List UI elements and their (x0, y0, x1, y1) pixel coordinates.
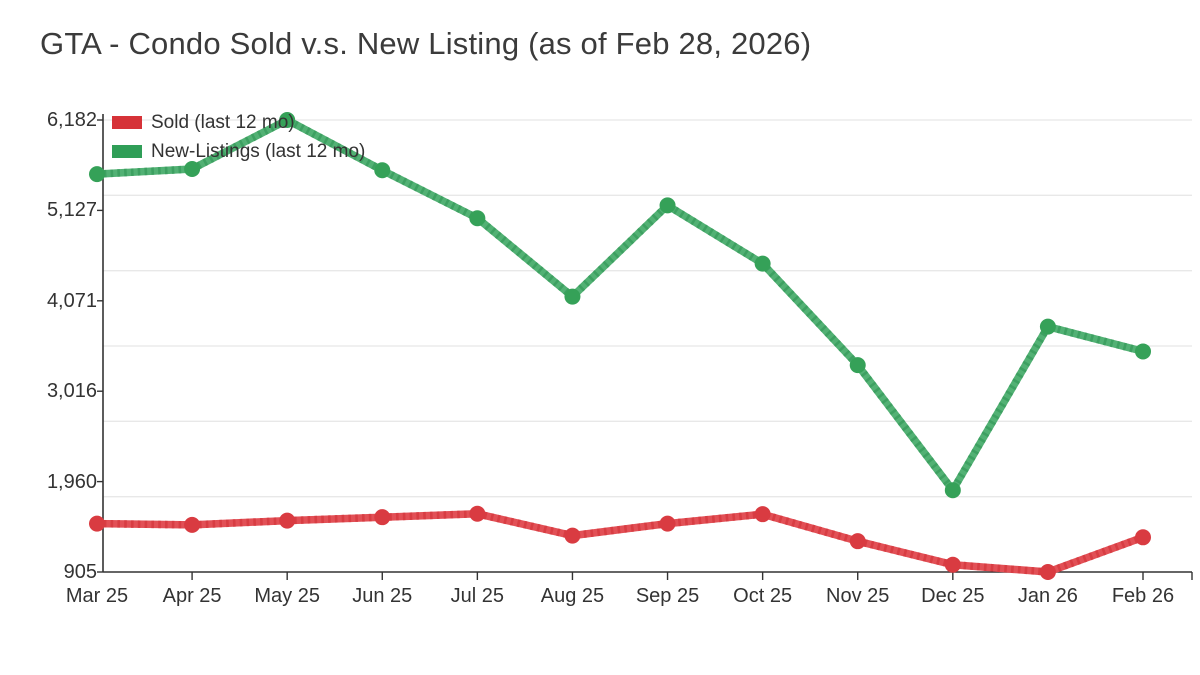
chart-legend: Sold (last 12 mo) New-Listings (last 12 … (112, 108, 365, 166)
x-tick-label: Mar 25 (65, 585, 129, 607)
sold-series-swatch (112, 116, 142, 129)
x-tick-label: Apr 25 (162, 585, 222, 607)
x-tick-label: Jun 25 (352, 585, 413, 607)
x-tick-label: Aug 25 (540, 585, 605, 607)
y-tick-label: 4,071 (46, 289, 97, 312)
legend-label-new-listings: New-Listings (last 12 mo) (151, 140, 366, 162)
x-tick-label: Oct 25 (733, 585, 793, 607)
x-tick-label: Sep 25 (635, 585, 700, 607)
x-tick-label: Dec 25 (921, 585, 985, 607)
y-tick-label: 5,127 (46, 199, 97, 222)
y-tick-label: 905 (63, 561, 97, 583)
x-tick-label: Nov 25 (826, 585, 890, 607)
y-tick-label: 6,182 (46, 109, 97, 131)
x-tick-label: Jul 25 (450, 585, 505, 607)
legend-item-sold[interactable]: Sold (last 12 mo) (112, 108, 365, 137)
y-tick-label: 3,016 (46, 380, 97, 403)
new-listings-series-swatch (112, 145, 142, 158)
chart-title: GTA - Condo Sold v.s. New Listing (as of… (40, 26, 812, 61)
legend-label-sold: Sold (last 12 mo) (151, 111, 295, 133)
x-tick-label: Jan 26 (1017, 585, 1078, 607)
x-tick-label: Feb 26 (1111, 585, 1175, 607)
x-tick-label: May 25 (254, 585, 320, 607)
y-tick-label: 1,960 (46, 470, 97, 493)
legend-item-new-listings[interactable]: New-Listings (last 12 mo) (112, 137, 365, 166)
